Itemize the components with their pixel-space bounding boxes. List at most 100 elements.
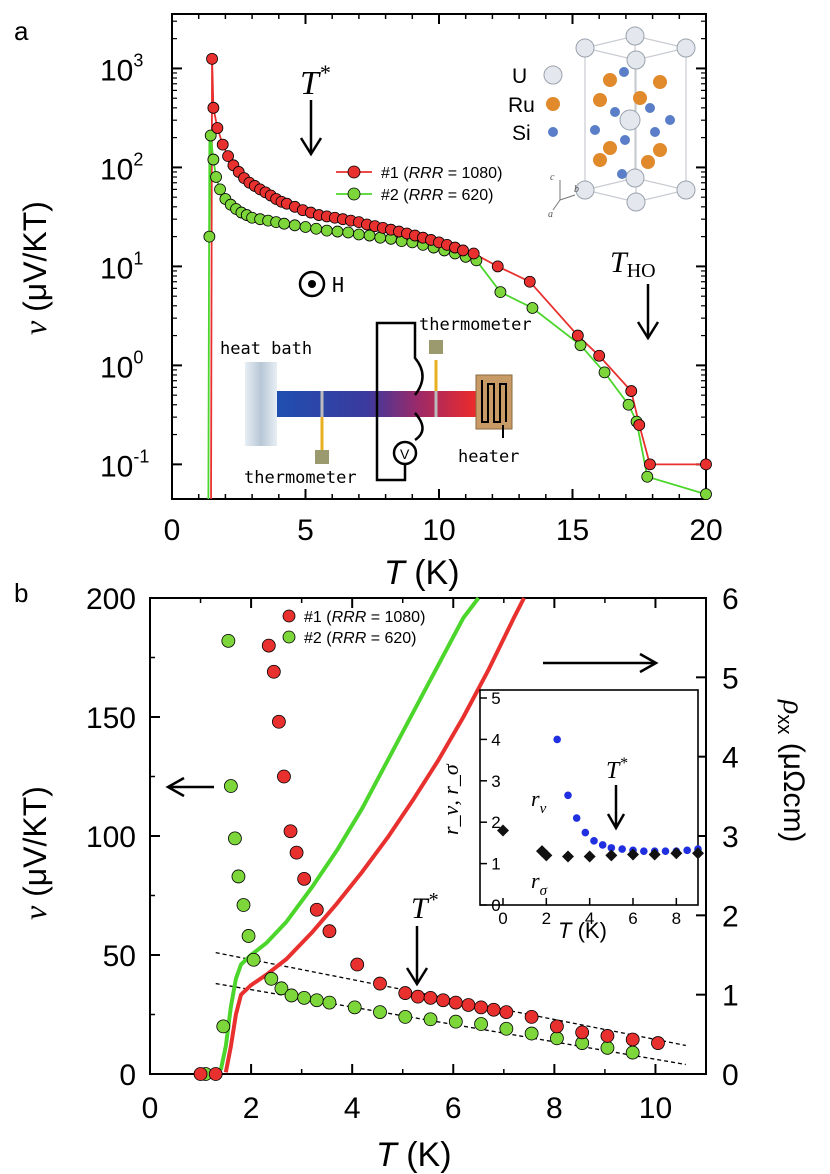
crystal-structure: U Ru Si c b a <box>508 26 696 220</box>
x-tick-label: 4 <box>344 1092 361 1125</box>
inset-rsigma-point <box>497 824 509 837</box>
series-2-point <box>241 929 256 943</box>
series-2-point <box>204 129 217 142</box>
u-atom <box>575 180 595 200</box>
series-1-point <box>277 769 291 784</box>
inset-rsigma-point <box>670 847 683 860</box>
inset-x-tick-label: 0 <box>498 909 507 928</box>
inset-rnu-point <box>683 846 691 855</box>
inset-y-tick-label: 5 <box>491 689 500 708</box>
si-atom <box>610 107 620 117</box>
series-2-point <box>342 226 355 239</box>
inset-x-tick-label: 6 <box>628 909 637 928</box>
series-2-point <box>398 1009 413 1024</box>
panel-a-series <box>203 52 712 501</box>
series-1-point <box>436 993 451 1008</box>
u-atom <box>676 38 696 58</box>
inset-y-tick-label: 4 <box>491 730 500 749</box>
si-atom <box>650 127 660 137</box>
x-tick-label: 0 <box>164 514 181 547</box>
legend-marker-2 <box>347 187 361 201</box>
crystal-atoms <box>575 26 696 212</box>
tstar-symbol: T <box>300 65 321 102</box>
series-1-point <box>625 385 638 397</box>
panel-label-a: a <box>14 16 29 46</box>
inset-y-tick-label: 3 <box>491 772 500 791</box>
series-1-point <box>474 1000 488 1015</box>
series-2-point <box>524 1026 539 1041</box>
inset-frame <box>479 689 699 906</box>
series-1-point <box>350 957 365 972</box>
panel-b-ylabel: ν (μV/KT) <box>17 786 53 920</box>
ru-atom <box>603 73 617 87</box>
si-atom <box>617 169 627 179</box>
series-2-point <box>297 990 312 1005</box>
inset-y-tick-label: 0 <box>491 896 500 915</box>
panel-b-y2label: ρxx (μΩcm) <box>773 699 810 842</box>
series-2-point <box>494 286 507 298</box>
series-1-point <box>208 1067 223 1081</box>
series-1-point <box>600 1029 615 1043</box>
inset-series <box>497 735 704 863</box>
u-atom <box>575 38 595 58</box>
series-1-point <box>283 824 298 839</box>
series-1-transition <box>210 58 213 500</box>
si-atom <box>620 135 630 145</box>
measurement-schematic: V heat bath thermometer thermometer heat… <box>220 315 532 488</box>
series-1-point <box>216 138 229 151</box>
series-2-point <box>526 302 539 314</box>
series-1-point <box>499 1005 514 1020</box>
u-atom <box>626 50 646 70</box>
u-atom <box>676 180 696 200</box>
si-label: Si <box>512 122 531 145</box>
series-2-point <box>278 217 291 230</box>
panel-b-xlabel: T (K) <box>376 1136 452 1174</box>
panel-a-xlabel: T (K) <box>384 554 460 592</box>
y-tick-label: 100 <box>100 347 143 384</box>
series-2-point <box>288 219 301 232</box>
series-1-point <box>593 349 606 362</box>
series-1-point <box>524 1009 539 1024</box>
tho-label: THO <box>610 246 656 282</box>
series-2-point <box>423 1012 438 1027</box>
field-label: H <box>332 273 344 297</box>
series-2-point <box>625 1045 640 1060</box>
axis-c-label: c <box>550 172 555 183</box>
si-atom <box>590 125 600 135</box>
series-2-point <box>322 995 337 1010</box>
legend-entry-1: #1 (RRR = 1080) <box>381 165 502 182</box>
panel-label-b: b <box>14 578 28 608</box>
si-legend-icon <box>548 127 558 137</box>
u-atom <box>626 192 646 212</box>
series-1-point <box>651 1036 665 1050</box>
axis-b-label: b <box>574 184 579 195</box>
inset-rsigma-point <box>627 848 639 861</box>
series-1-point <box>322 924 337 939</box>
series-2-point <box>236 898 251 912</box>
series-1-point <box>271 714 286 729</box>
u-legend-icon <box>543 65 563 85</box>
inset-rnu-label: rν <box>531 786 547 817</box>
tstar-sup: * <box>319 60 330 85</box>
inset-rnu-point <box>618 845 626 853</box>
series-2-point <box>549 1031 564 1046</box>
ru-atom <box>593 153 607 167</box>
inset-rnu-point <box>581 828 590 837</box>
u-label: U <box>512 65 527 88</box>
inset-rsigma-label: rσ <box>531 868 548 899</box>
y-tick-label: 102 <box>100 149 143 186</box>
legend-entry-2: #2 (RRR = 620) <box>304 630 417 647</box>
heater-label: heater <box>458 447 519 467</box>
series-2-point <box>216 1019 231 1034</box>
inset-rnu-point <box>640 847 648 855</box>
y2-tick-label: 4 <box>722 742 739 775</box>
series-2-point <box>310 222 323 235</box>
y-tick-label: 100 <box>86 821 136 854</box>
x-tick-label: 0 <box>142 1092 159 1125</box>
inset-x-tick-label: 4 <box>585 909 594 928</box>
si-atom <box>665 115 675 125</box>
y-tick-label: 50 <box>103 940 136 973</box>
y2-tick-label: 5 <box>722 662 739 695</box>
ru-label: Ru <box>508 94 535 117</box>
series-2-point <box>210 171 222 183</box>
